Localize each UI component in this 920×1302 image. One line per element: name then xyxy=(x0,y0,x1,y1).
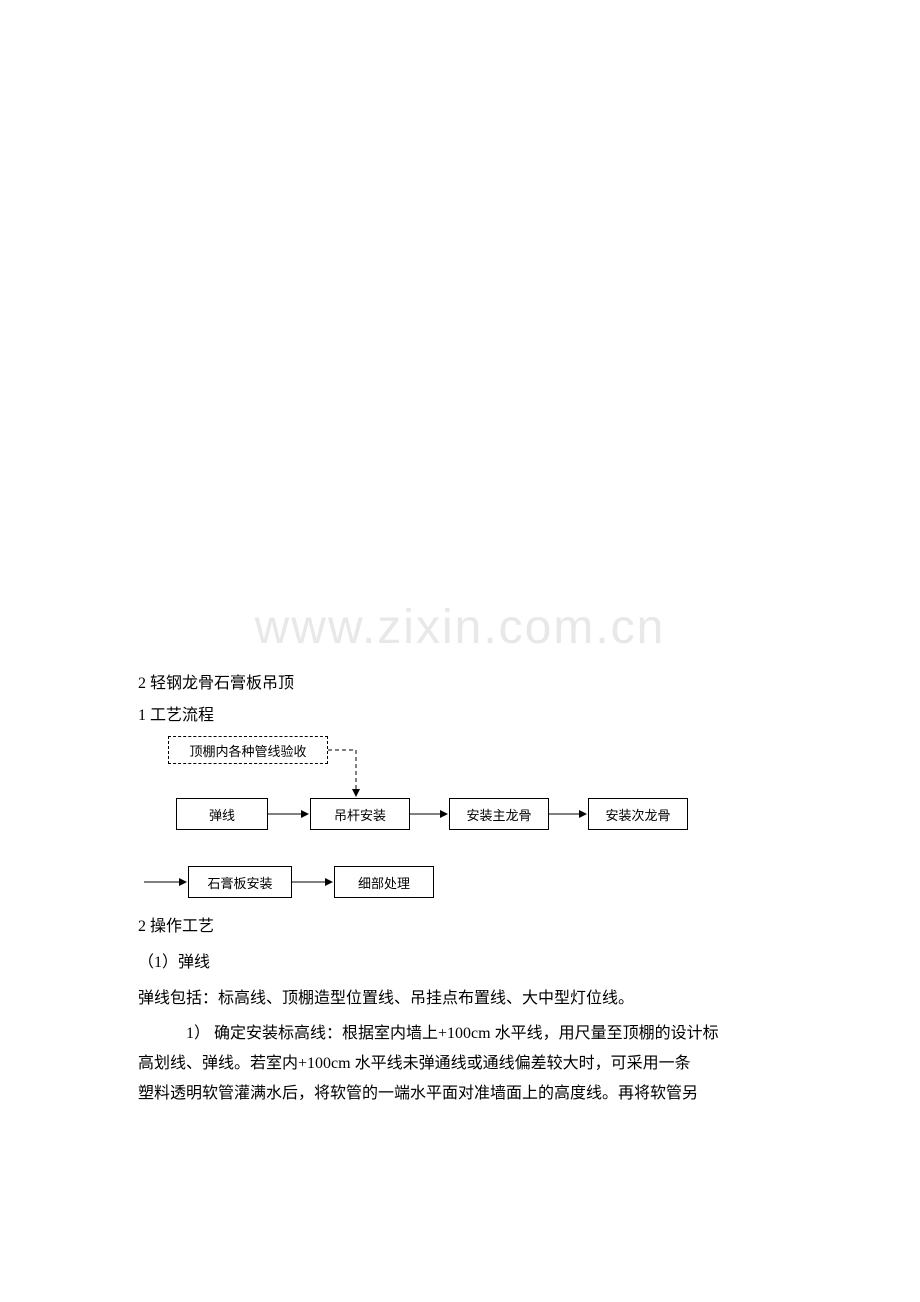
flow-label: 吊杆安装 xyxy=(334,805,386,824)
flow-label: 顶棚内各种管线验收 xyxy=(189,741,306,760)
flow-label: 弹线 xyxy=(209,805,235,824)
paragraph-2-line-1: 1） 确定安装标高线：根据室内墙上+100cm 水平线，用尺量至顶棚的设计标 xyxy=(138,1019,788,1049)
flow-node-inspection: 顶棚内各种管线验收 xyxy=(168,736,328,764)
flow-node-gypsum: 石膏板安装 xyxy=(188,866,292,898)
paragraph-2-line-3: 塑料透明软管灌满水后，将软管的一端水平面对准墙面上的高度线。再将软管另 xyxy=(138,1079,788,1109)
flow-label: 安装主龙骨 xyxy=(466,805,531,824)
subsection-1: （1）弹线 xyxy=(138,947,788,979)
section-title-2: 1 工艺流程 xyxy=(138,700,788,732)
section-title-3: 2 操作工艺 xyxy=(138,911,788,943)
watermark-text: www.zixin.com.cn xyxy=(255,600,666,655)
flow-label: 安装次龙骨 xyxy=(605,805,670,824)
flowchart: 顶棚内各种管线验收 弹线 吊杆安装 安装主龙骨 安装次龙骨 石膏板安装 细部处理 xyxy=(138,736,788,911)
flow-label: 石膏板安装 xyxy=(207,873,272,892)
paragraph-1: 弹线包括：标高线、顶棚造型位置线、吊挂点布置线、大中型灯位线。 xyxy=(138,983,788,1015)
flow-node-sub-keel: 安装次龙骨 xyxy=(588,798,688,830)
flow-label: 细部处理 xyxy=(358,873,410,892)
section-title-1: 2 轻钢龙骨石膏板吊顶 xyxy=(138,668,788,700)
flow-node-main-keel: 安装主龙骨 xyxy=(449,798,549,830)
flow-node-hanger: 吊杆安装 xyxy=(310,798,410,830)
paragraph-2-line-2: 高划线、弹线。若室内+100cm 水平线未弹通线或通线偏差较大时，可采用一条 xyxy=(138,1049,788,1079)
document-content: 2 轻钢龙骨石膏板吊顶 1 工艺流程 顶棚内各种管线验收 弹线 吊杆安装 安装主… xyxy=(138,668,788,1109)
flow-node-detail: 细部处理 xyxy=(334,866,434,898)
flow-node-line: 弹线 xyxy=(176,798,268,830)
